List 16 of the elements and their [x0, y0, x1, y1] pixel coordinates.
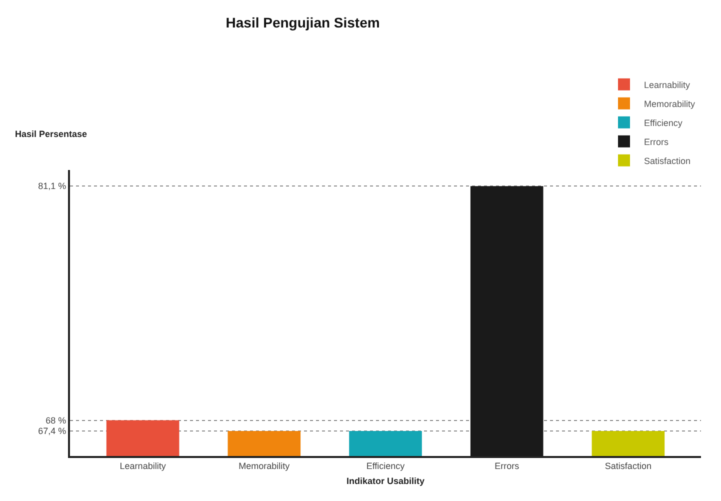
- y-tick-label: 67,4 %: [38, 426, 66, 436]
- legend-label: Memorability: [644, 98, 696, 109]
- legend-label: Learnability: [644, 80, 691, 90]
- x-tick-label: Learnability: [120, 460, 166, 471]
- x-axis-title: Indikator Usability: [346, 476, 425, 486]
- x-tick-label: Memorability: [238, 460, 290, 471]
- x-tick-label: Errors: [494, 460, 520, 471]
- legend-label: Efficiency: [644, 118, 683, 128]
- chart-title: Hasil Pengujian Sistem: [226, 14, 380, 30]
- y-axis-title: Hasil Persentase: [15, 129, 88, 139]
- x-tick-label: Efficiency: [366, 460, 406, 471]
- legend-label: Satisfaction: [644, 156, 691, 166]
- legend-label: Errors: [644, 136, 669, 147]
- y-tick-label: 81,1 %: [38, 181, 66, 192]
- y-tick-label: 68 %: [46, 415, 66, 426]
- x-tick-label: Satisfaction: [604, 460, 652, 471]
